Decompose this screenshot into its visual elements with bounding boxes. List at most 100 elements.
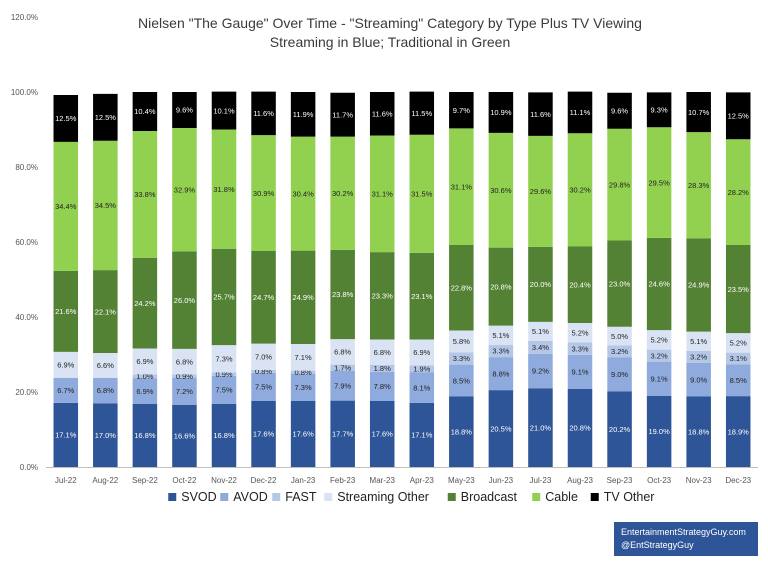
bar-stack: 20.8% 9.1% 3.3% 5.2% 20.4% 30.2% 11.1%	[567, 91, 593, 467]
bar-segment-tv-other	[488, 92, 514, 133]
bar-segment-avod	[172, 377, 197, 405]
data-label-fast: 0.8%	[255, 367, 272, 376]
bar-segment-streaming-other	[132, 348, 158, 375]
bar-segment-svod	[330, 400, 355, 467]
x-tick-label: Apr-23	[410, 476, 435, 485]
bar-segment-svod	[132, 404, 158, 467]
data-label-broadcast: 23.0%	[609, 279, 631, 288]
y-tick-label: 60.0%	[15, 238, 38, 247]
bar-segment-streaming-other	[53, 351, 79, 378]
data-label-streaming-other: 6.9%	[57, 361, 74, 370]
data-label-avod: 9.1%	[651, 374, 668, 383]
bar-segment-avod	[409, 372, 435, 403]
data-label-fast: 0.9%	[176, 372, 193, 381]
bar-segment-fast	[646, 349, 672, 362]
bar-segment-svod	[369, 401, 395, 467]
x-tick-label: Jul-23	[530, 476, 552, 485]
data-label-cable: 32.9%	[174, 185, 196, 194]
credit-website: EntertainmentStrategyGuy.com	[621, 527, 746, 537]
bar-segment-streaming-other	[93, 353, 118, 378]
data-label-broadcast: 23.1%	[411, 292, 433, 301]
bar-segment-broadcast	[172, 251, 197, 349]
data-label-avod: 7.2%	[176, 387, 193, 396]
data-label-fast: 0.8%	[295, 368, 312, 377]
data-label-broadcast: 24.9%	[292, 293, 314, 302]
bar-segment-svod	[567, 389, 593, 467]
bar-segment-svod	[211, 404, 237, 467]
bar-segment-broadcast	[646, 237, 672, 331]
bar-segment-avod	[369, 371, 395, 401]
bar-segment-tv-other	[251, 91, 276, 136]
data-label-svod: 17.6%	[292, 430, 314, 439]
data-label-streaming-other: 5.1%	[690, 337, 707, 346]
bar-segment-avod	[211, 375, 237, 404]
bar-segment-broadcast	[211, 248, 237, 346]
data-label-cable: 28.3%	[688, 181, 710, 190]
data-label-streaming-other: 6.8%	[374, 348, 391, 357]
x-tick-label: Nov-22	[211, 476, 237, 485]
data-label-broadcast: 20.8%	[490, 282, 512, 291]
data-label-svod: 17.6%	[253, 430, 275, 439]
data-label-cable: 33.8%	[134, 190, 156, 199]
data-label-tv-other: 10.9%	[490, 108, 512, 117]
data-label-avod: 7.3%	[295, 383, 312, 392]
bar-segment-streaming-other	[686, 331, 711, 351]
bar-segment-svod	[725, 396, 751, 467]
data-label-cable: 31.8%	[213, 185, 235, 194]
bar-segment-cable	[528, 135, 553, 247]
data-label-avod: 6.9%	[136, 387, 153, 396]
data-label-broadcast: 23.3%	[372, 292, 394, 301]
data-label-tv-other: 10.1%	[213, 106, 235, 115]
data-label-streaming-other: 5.2%	[651, 336, 668, 345]
bar-segment-avod	[646, 361, 672, 396]
bar-segment-avod	[330, 371, 355, 401]
data-label-fast: 1.8%	[374, 364, 391, 373]
data-label-svod: 18.9%	[728, 427, 750, 436]
bar-segment-streaming-other	[211, 345, 237, 373]
bar-segment-broadcast	[607, 240, 632, 327]
data-label-tv-other: 9.6%	[611, 106, 628, 115]
bar-segment-cable	[725, 139, 751, 245]
bar-segment-broadcast	[409, 252, 435, 340]
bar-segment-broadcast	[369, 252, 395, 340]
bar-segment-cable	[251, 135, 276, 251]
data-label-svod: 19.0%	[648, 427, 670, 436]
x-tick-label: Jun-23	[489, 476, 514, 485]
data-label-streaming-other: 7.1%	[295, 353, 312, 362]
x-tick-label: Sep-22	[132, 476, 158, 485]
bar-stack: 16.8% 6.9% 1.0% 6.9% 24.2% 33.8% 10.4%	[132, 92, 158, 467]
bar-segment-streaming-other	[567, 323, 593, 343]
bar-segment-tv-other	[686, 92, 711, 133]
data-label-broadcast: 20.0%	[530, 280, 552, 289]
data-label-cable: 29.6%	[530, 187, 552, 196]
data-label-streaming-other: 5.1%	[492, 331, 509, 340]
bar-stack: 17.0% 6.8% 6.6% 22.1% 34.5% 12.5%	[93, 93, 118, 467]
legend-swatch-cable	[532, 493, 541, 501]
bar-segment-svod	[607, 391, 632, 467]
bar-segment-avod	[53, 377, 79, 403]
bar-segment-avod	[528, 353, 553, 389]
data-label-avod: 9.0%	[690, 375, 707, 384]
data-label-cable: 34.5%	[95, 201, 117, 210]
legend: SVOD AVOD FAST Streaming Other Broadcast Cabl…	[168, 490, 654, 504]
bar-segment-broadcast	[449, 245, 474, 331]
bar-segment-tv-other	[567, 91, 593, 134]
data-label-avod: 7.5%	[255, 383, 272, 392]
data-label-streaming-other: 5.0%	[611, 332, 628, 341]
legend-label-streaming-other: Streaming Other	[337, 490, 429, 504]
bar-segment-cable	[53, 141, 79, 271]
data-label-tv-other: 9.3%	[651, 106, 668, 115]
bar-segment-streaming-other	[172, 348, 197, 375]
data-label-cable: 28.2%	[728, 188, 750, 197]
bar-segment-svod	[686, 396, 711, 467]
bar-segment-broadcast	[330, 249, 355, 340]
bar-segment-avod	[132, 378, 158, 404]
data-label-avod: 9.1%	[571, 368, 588, 377]
bar-segment-tv-other	[93, 93, 118, 141]
legend-label-avod: AVOD	[233, 490, 268, 504]
x-tick-label: Jan-23	[291, 476, 316, 485]
data-label-tv-other: 11.7%	[332, 110, 353, 119]
data-label-streaming-other: 5.1%	[532, 327, 549, 336]
data-label-svod: 20.5%	[490, 424, 512, 433]
legend-swatch-streaming-other	[324, 493, 333, 501]
